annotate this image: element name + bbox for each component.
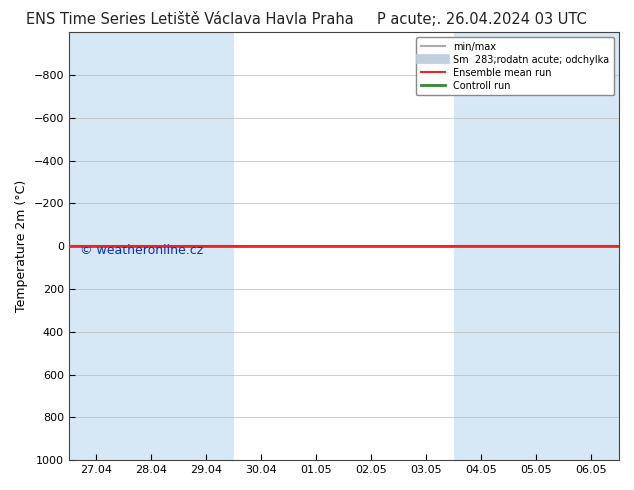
Bar	[454, 32, 509, 460]
Text: ENS Time Series Letiště Václava Havla Praha: ENS Time Series Letiště Václava Havla Pr…	[27, 12, 354, 27]
Bar	[69, 32, 124, 460]
Bar	[564, 32, 619, 460]
Legend: min/max, Sm  283;rodatn acute; odchylka, Ensemble mean run, Controll run: min/max, Sm 283;rodatn acute; odchylka, …	[416, 37, 614, 96]
Text: © weatheronline.cz: © weatheronline.cz	[80, 244, 203, 257]
Bar	[179, 32, 234, 460]
Bar	[509, 32, 564, 460]
Bar	[124, 32, 179, 460]
Text: P acute;. 26.04.2024 03 UTC: P acute;. 26.04.2024 03 UTC	[377, 12, 586, 27]
Y-axis label: Temperature 2m (°C): Temperature 2m (°C)	[15, 180, 28, 312]
